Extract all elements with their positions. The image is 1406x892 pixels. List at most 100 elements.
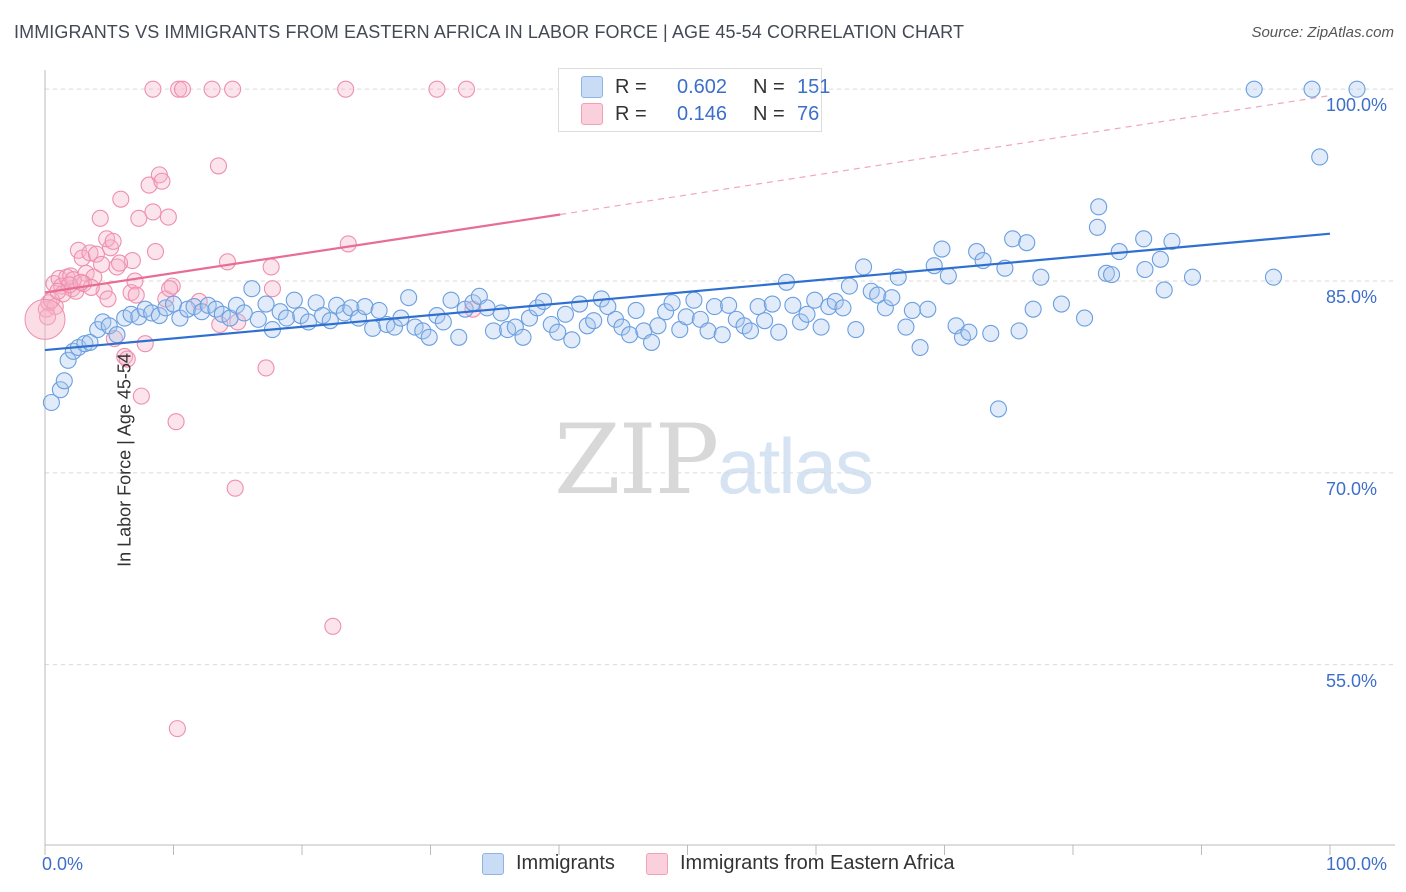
point-immigrants xyxy=(563,331,581,349)
point-immigrants xyxy=(549,323,567,341)
point-immigrants xyxy=(1018,234,1036,252)
correlation-legend: R = 0.602 N = 151 R = 0.146 N = 76 xyxy=(558,68,830,132)
point-immigrants xyxy=(960,323,978,341)
point-immigrants xyxy=(812,318,830,336)
legend-r-value: 0.146 xyxy=(677,102,728,125)
point-eastern-africa xyxy=(337,80,355,98)
point-immigrants xyxy=(1155,281,1173,299)
point-immigrants xyxy=(59,351,77,369)
point-immigrants xyxy=(585,312,603,330)
point-immigrants xyxy=(1303,80,1321,98)
legend-n-value: 76 xyxy=(797,102,820,125)
point-immigrants xyxy=(55,372,73,390)
point-eastern-africa xyxy=(168,720,186,738)
bottom-legend-eastern-africa: Immigrants from Eastern Africa xyxy=(646,852,955,875)
point-immigrants xyxy=(434,313,452,331)
point-eastern-africa xyxy=(91,209,109,227)
point-immigrants xyxy=(982,324,1000,342)
legend-swatch-immigrants xyxy=(581,76,603,98)
point-immigrants xyxy=(834,299,852,317)
point-immigrants xyxy=(199,296,217,314)
point-eastern-africa xyxy=(173,80,192,98)
point-immigrants xyxy=(364,319,382,337)
point-immigrants xyxy=(756,312,774,330)
series-immigrants-points xyxy=(42,80,1366,418)
point-immigrants xyxy=(1311,148,1329,166)
x-tick-label-min: 0.0% xyxy=(42,854,84,874)
point-immigrants xyxy=(1348,80,1366,98)
point-immigrants xyxy=(193,303,211,321)
point-immigrants xyxy=(749,298,767,316)
chart-title: IMMIGRANTS VS IMMIGRANTS FROM EASTERN AF… xyxy=(14,22,965,42)
point-immigrants xyxy=(442,291,460,309)
point-immigrants xyxy=(514,328,532,346)
y-tick-label: 85.0% xyxy=(1326,287,1378,307)
y-axis-label: In Labor Force | Age 45-54 xyxy=(114,353,135,567)
point-immigrants xyxy=(663,294,681,312)
point-immigrants xyxy=(249,310,267,328)
point-immigrants xyxy=(420,328,438,346)
bottom-legend-label-eastern-africa: Immigrants from Eastern Africa xyxy=(680,852,955,874)
point-immigrants xyxy=(968,243,986,261)
point-eastern-africa xyxy=(170,80,188,98)
point-immigrants xyxy=(571,295,589,313)
point-eastern-africa xyxy=(99,290,117,308)
point-immigrants xyxy=(869,286,887,304)
legend-n-label: N = xyxy=(753,75,785,98)
point-eastern-africa xyxy=(87,245,105,263)
point-eastern-africa xyxy=(339,235,357,253)
point-immigrants xyxy=(1135,230,1153,248)
point-eastern-africa xyxy=(146,243,165,261)
point-immigrants xyxy=(1245,80,1263,98)
bottom-legend-label-immigrants: Immigrants xyxy=(516,852,615,874)
point-eastern-africa xyxy=(324,617,342,635)
point-eastern-africa xyxy=(224,80,242,98)
point-eastern-africa xyxy=(130,209,148,227)
point-immigrants xyxy=(657,303,675,321)
point-eastern-africa xyxy=(263,280,281,298)
point-immigrants xyxy=(271,303,289,321)
y-tick-label: 70.0% xyxy=(1326,478,1378,499)
point-immigrants xyxy=(621,326,639,344)
point-eastern-africa xyxy=(257,359,275,377)
point-eastern-africa xyxy=(209,157,228,175)
watermark-zip: ZIP xyxy=(554,404,719,516)
grid-lines xyxy=(45,88,1395,666)
point-immigrants xyxy=(933,240,951,258)
y-tick-label: 55.0% xyxy=(1326,670,1378,691)
axes xyxy=(44,70,1395,855)
source-label: Source: ZipAtlas.com xyxy=(1251,24,1394,41)
point-immigrants xyxy=(1136,260,1154,279)
point-immigrants xyxy=(1163,232,1181,250)
bottom-legend-swatch-eastern-africa xyxy=(646,852,668,875)
point-immigrants xyxy=(1024,300,1042,318)
legend-r-value: 0.602 xyxy=(677,75,728,98)
point-eastern-africa xyxy=(203,80,221,98)
point-immigrants xyxy=(1088,218,1106,236)
point-immigrants xyxy=(705,298,724,316)
point-eastern-africa xyxy=(167,413,185,431)
point-immigrants xyxy=(406,318,424,336)
point-eastern-africa xyxy=(159,208,177,226)
legend-r-label: R = xyxy=(615,75,647,98)
point-eastern-africa xyxy=(140,176,158,194)
point-immigrants xyxy=(1010,322,1028,340)
legend-swatch-eastern-africa xyxy=(581,103,603,125)
point-immigrants xyxy=(414,322,432,340)
point-immigrants xyxy=(450,328,468,346)
watermark-atlas: atlas xyxy=(717,422,874,510)
point-immigrants xyxy=(535,292,553,311)
trend-line-eastern-africa-extension xyxy=(560,94,1331,216)
point-immigrants xyxy=(989,400,1008,418)
point-eastern-africa xyxy=(127,286,145,304)
point-eastern-africa xyxy=(126,272,144,290)
point-immigrants xyxy=(356,298,374,316)
point-immigrants xyxy=(42,393,60,412)
point-immigrants xyxy=(108,326,126,344)
point-immigrants xyxy=(285,291,303,309)
point-immigrants xyxy=(1103,266,1121,284)
point-immigrants xyxy=(919,300,937,318)
point-immigrants xyxy=(1151,250,1169,268)
point-eastern-africa xyxy=(153,172,171,190)
point-eastern-africa xyxy=(123,252,141,270)
